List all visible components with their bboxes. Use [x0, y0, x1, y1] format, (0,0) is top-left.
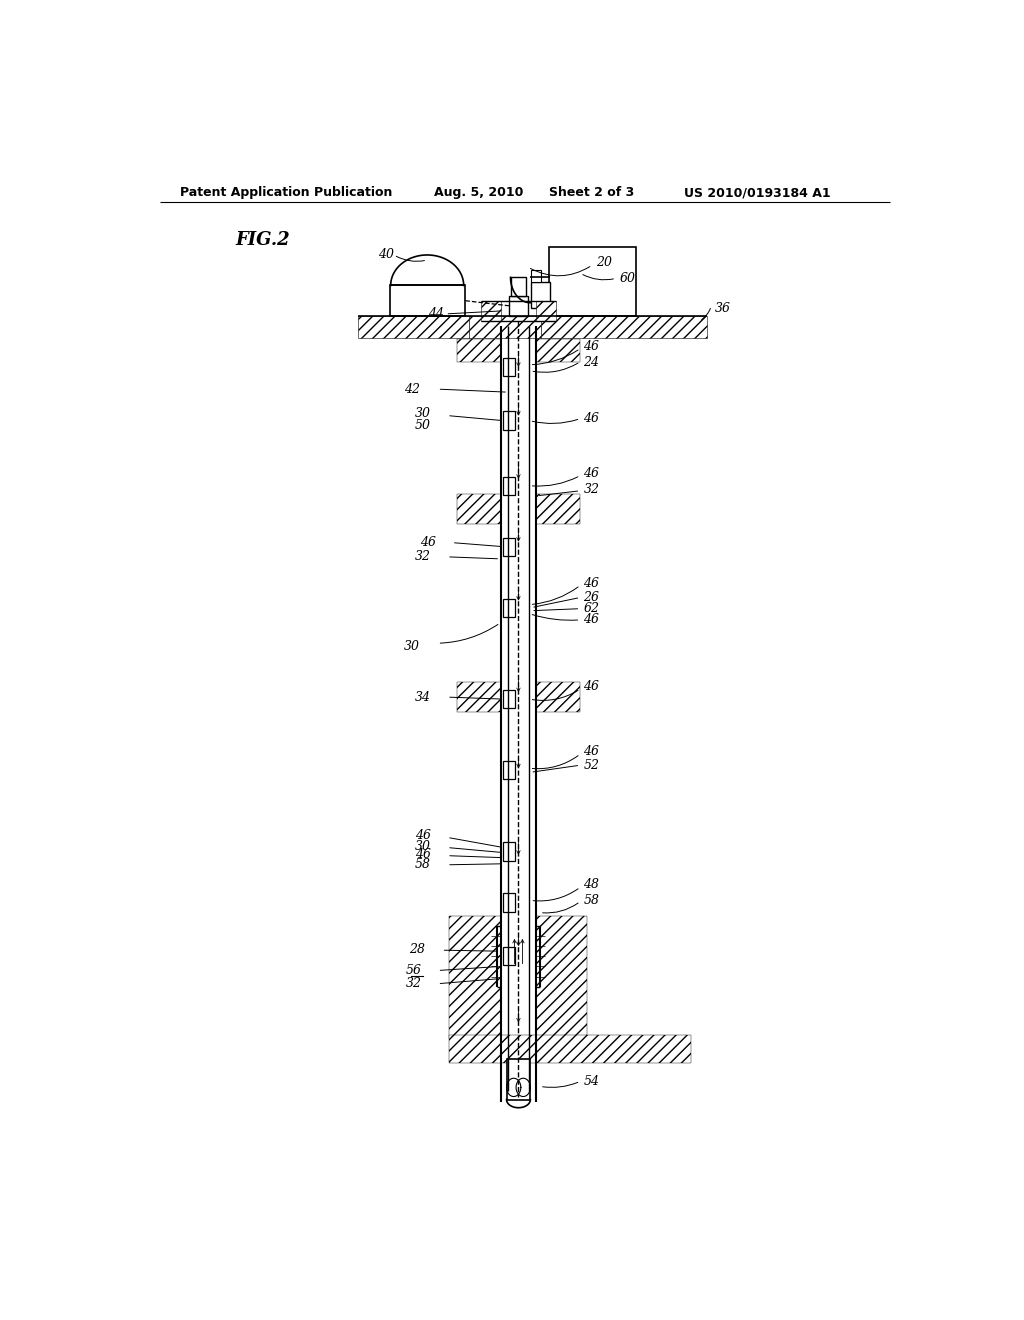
Bar [504, 894, 515, 912]
Text: 42: 42 [404, 383, 420, 396]
Bar [458, 339, 501, 362]
Bar [458, 682, 501, 713]
Text: 58: 58 [415, 858, 431, 871]
Bar [536, 494, 580, 524]
Text: 46: 46 [415, 849, 431, 861]
Bar [504, 948, 515, 965]
Bar [536, 339, 580, 362]
Text: 46: 46 [584, 412, 599, 425]
Bar [511, 277, 525, 296]
Text: 32: 32 [415, 550, 431, 564]
Text: 46: 46 [584, 577, 599, 590]
Bar [504, 842, 515, 861]
Text: 30: 30 [415, 407, 431, 420]
Bar [450, 1035, 690, 1063]
Text: 26: 26 [584, 591, 599, 605]
Text: 30: 30 [404, 640, 420, 653]
Bar [458, 494, 501, 524]
Text: 20: 20 [596, 256, 612, 268]
Text: 46: 46 [584, 680, 599, 693]
Text: 46: 46 [584, 746, 599, 759]
Text: 40: 40 [378, 248, 394, 261]
Text: FIG.2: FIG.2 [236, 231, 290, 248]
Text: 48: 48 [584, 878, 599, 891]
Text: Aug. 5, 2010: Aug. 5, 2010 [433, 186, 523, 199]
Bar [390, 285, 465, 315]
Bar [507, 1059, 530, 1100]
Bar [504, 690, 515, 709]
Text: 24: 24 [584, 356, 599, 370]
Text: 46: 46 [584, 467, 599, 480]
Bar [481, 301, 501, 321]
Text: 58: 58 [584, 894, 599, 907]
Bar [504, 358, 515, 376]
Bar [549, 247, 636, 315]
Text: 36: 36 [715, 302, 731, 315]
Text: 46: 46 [415, 829, 431, 842]
Bar [531, 271, 541, 282]
Text: 50: 50 [415, 420, 431, 432]
Text: US 2010/0193184 A1: US 2010/0193184 A1 [684, 186, 830, 199]
Text: 32: 32 [406, 977, 422, 990]
Bar [504, 762, 515, 779]
Text: 62: 62 [584, 602, 599, 615]
Bar [531, 282, 550, 308]
Bar [536, 301, 556, 321]
Text: 46: 46 [584, 614, 599, 627]
Bar [536, 916, 588, 1038]
Text: 52: 52 [584, 759, 599, 772]
Bar [504, 537, 515, 556]
Text: 34: 34 [415, 690, 431, 704]
Text: 28: 28 [409, 942, 425, 956]
Text: 60: 60 [620, 272, 635, 285]
Text: Sheet 2 of 3: Sheet 2 of 3 [549, 186, 634, 199]
Bar [504, 477, 515, 495]
Text: 30: 30 [415, 840, 431, 853]
Text: 46: 46 [420, 536, 436, 549]
Bar [536, 682, 580, 713]
Bar [509, 296, 528, 315]
Bar [504, 412, 515, 430]
Text: 54: 54 [584, 1074, 599, 1088]
Text: 32: 32 [584, 483, 599, 496]
Bar [504, 598, 515, 616]
Text: 46: 46 [584, 341, 599, 352]
Text: 44: 44 [428, 308, 444, 321]
Bar [358, 315, 469, 338]
Bar [450, 916, 501, 1038]
Bar [469, 315, 541, 338]
Text: 56: 56 [406, 964, 422, 977]
Bar [541, 315, 708, 338]
Text: Patent Application Publication: Patent Application Publication [179, 186, 392, 199]
